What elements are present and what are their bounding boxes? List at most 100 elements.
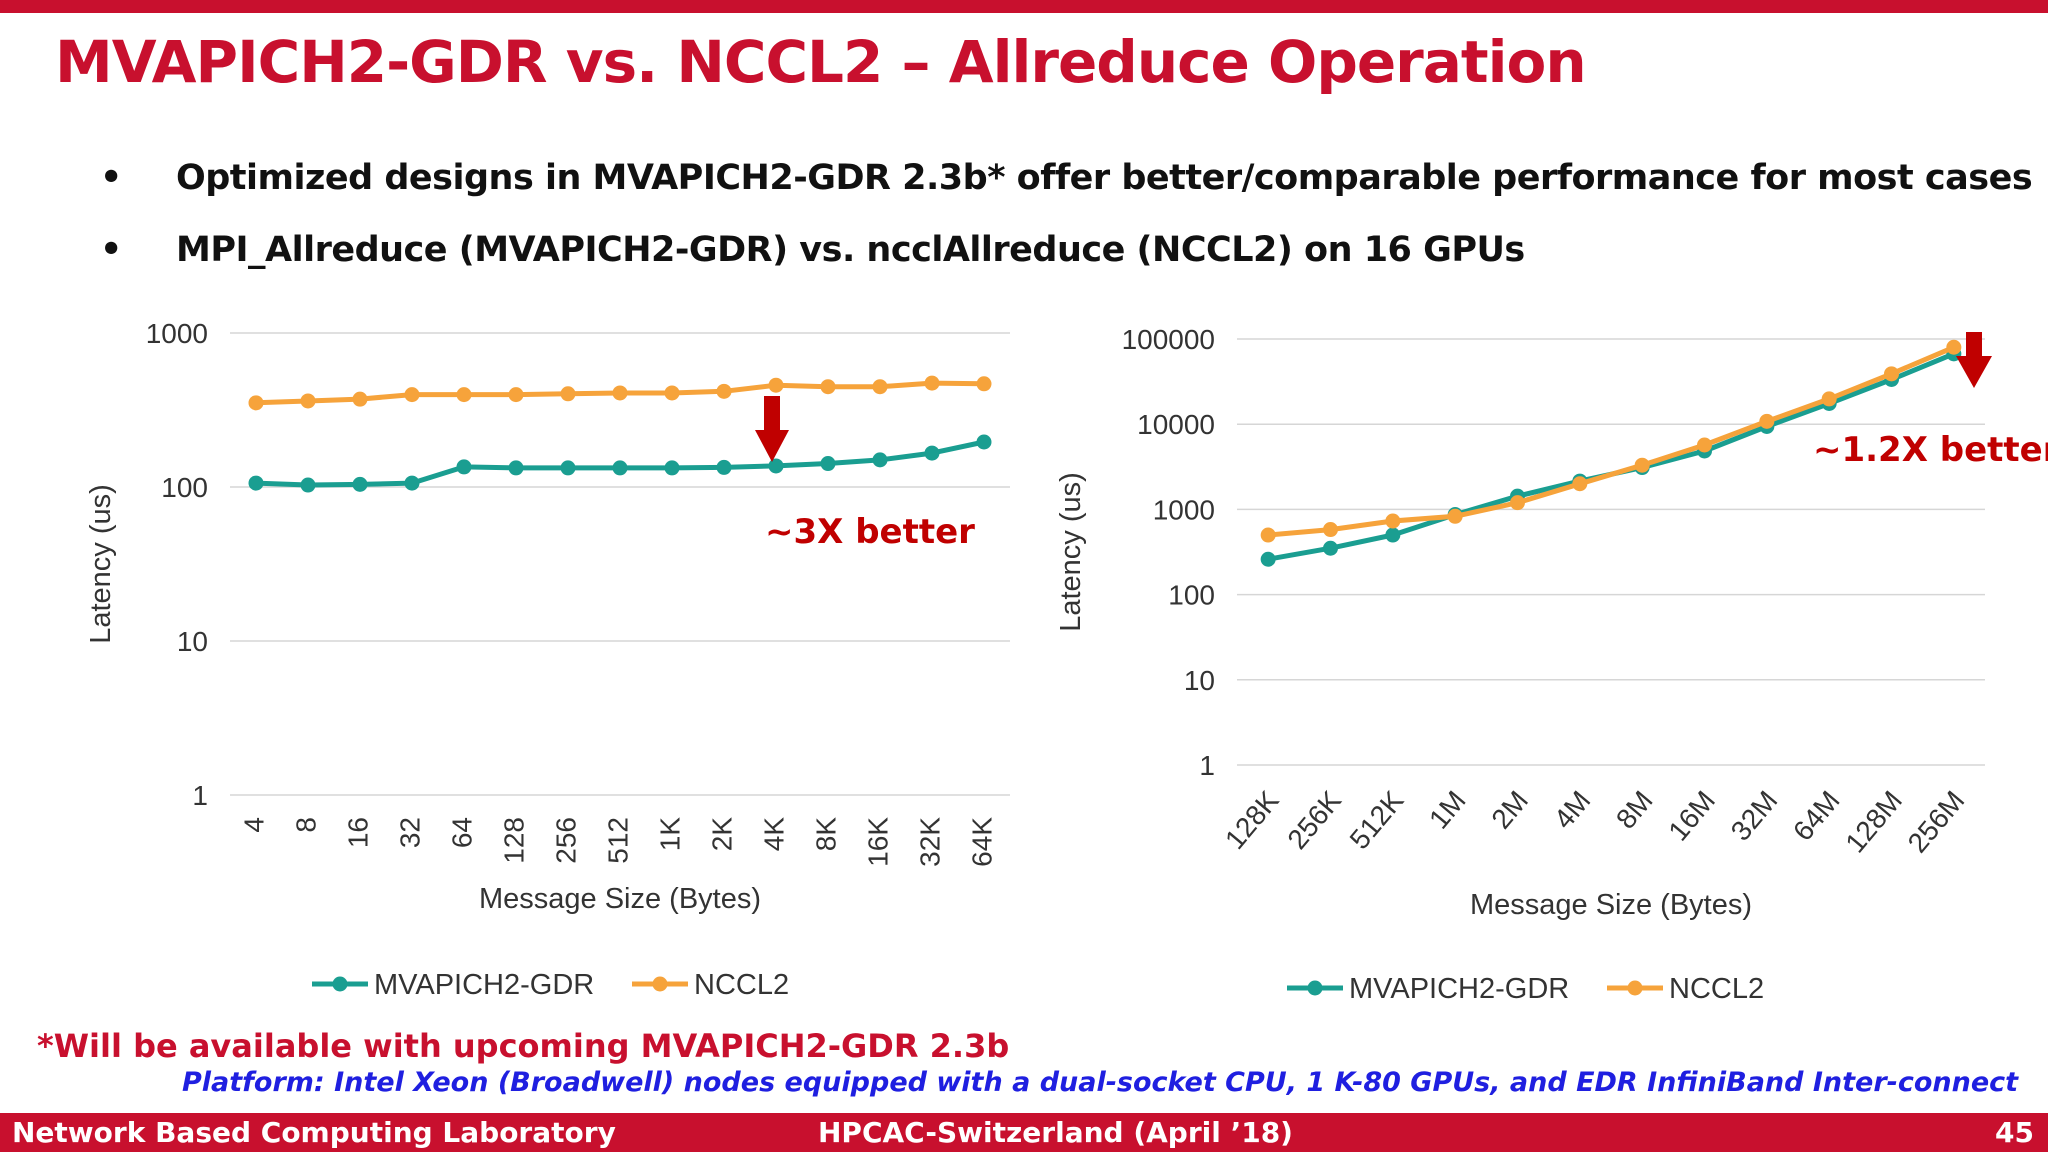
data-point — [508, 460, 524, 476]
x-tick-label: 128M — [1839, 785, 1908, 859]
data-point — [560, 460, 576, 476]
annotation-3x-better: ~3X better — [765, 512, 975, 552]
x-tick-label: 256M — [1902, 785, 1971, 859]
data-point — [716, 459, 732, 475]
data-point — [1323, 540, 1338, 556]
legend-marker — [1627, 980, 1643, 996]
data-point — [1510, 495, 1525, 511]
data-point — [560, 386, 576, 402]
data-point — [1634, 457, 1650, 473]
down-arrow-icon — [755, 396, 789, 462]
legend-label: NCCL2 — [694, 969, 789, 1001]
data-point — [1821, 391, 1837, 407]
data-point — [1385, 527, 1401, 543]
y-tick-label: 100 — [1168, 580, 1215, 611]
y-tick-label: 1000 — [146, 318, 208, 349]
bullet-text: Optimized designs in MVAPICH2-GDR 2.3b* … — [176, 158, 2033, 198]
data-point — [716, 383, 732, 399]
data-point — [404, 387, 420, 403]
x-tick-label: 4K — [758, 817, 789, 852]
x-tick-label: 2M — [1485, 785, 1534, 835]
data-point — [404, 475, 420, 491]
x-tick-label: 64 — [446, 817, 477, 848]
down-arrow-icon — [1956, 332, 1992, 388]
data-point — [872, 452, 888, 468]
legend-marker — [332, 976, 348, 992]
x-tick-label: 4 — [238, 817, 269, 833]
x-tick-label: 8K — [810, 817, 841, 852]
data-point — [1260, 551, 1276, 567]
x-tick-label: 64K — [966, 817, 997, 867]
data-point — [1884, 366, 1899, 382]
x-tick-label: 64M — [1787, 785, 1846, 847]
x-tick-label: 4M — [1548, 785, 1597, 835]
x-tick-label: 16K — [862, 817, 893, 867]
x-tick-label: 16 — [342, 817, 373, 848]
x-tick-label: 128 — [498, 817, 529, 864]
data-point — [508, 387, 524, 403]
y-tick-label: 10 — [177, 626, 208, 657]
data-point — [248, 475, 264, 491]
data-point — [872, 379, 888, 395]
series-line — [1265, 344, 1957, 538]
y-tick-label: 1000 — [1153, 494, 1215, 525]
x-tick-label: 512K — [1344, 785, 1410, 855]
y-tick-label: 1 — [192, 780, 208, 811]
data-point — [300, 477, 316, 493]
y-tick-label: 10 — [1184, 665, 1215, 696]
bullet-dot: • — [100, 230, 122, 270]
legend-marker — [652, 976, 668, 992]
data-point — [248, 395, 264, 411]
data-point — [300, 393, 316, 409]
annotation-1-2x-better: ~1.2X better — [1813, 430, 2048, 470]
data-point — [820, 456, 836, 472]
top-accent-bar — [0, 0, 2048, 13]
footer-lab-name: Network Based Computing Laboratory — [12, 1116, 616, 1149]
legend-marker — [1307, 980, 1323, 996]
x-tick-label: 8M — [1610, 785, 1659, 835]
data-point — [612, 385, 628, 401]
data-point — [456, 387, 472, 403]
bullet-item: • MPI_Allreduce (MVAPICH2-GDR) vs. ncclA… — [100, 230, 2032, 302]
data-point — [1447, 508, 1463, 524]
x-tick-label: 32K — [914, 817, 945, 867]
data-point — [924, 445, 940, 461]
footer-event: HPCAC-Switzerland (April ’18) — [818, 1116, 1293, 1149]
data-point — [976, 434, 992, 450]
x-tick-label: 512 — [602, 817, 633, 864]
x-axis-title: Message Size (Bytes) — [479, 883, 761, 915]
chart-left-svg: 1 10 100 1000 4 8 16 32 64 128 256 512 1K 2K 4K 8K 16K 32… — [85, 318, 1010, 1001]
footer-bar: Network Based Computing Laboratory HPCAC… — [0, 1113, 2048, 1152]
x-tick-label: 16M — [1662, 785, 1721, 847]
bullet-list: • Optimized designs in MVAPICH2-GDR 2.3b… — [100, 158, 2033, 302]
legend-label: NCCL2 — [1669, 973, 1764, 1005]
data-point — [612, 460, 628, 476]
data-point — [1385, 513, 1401, 529]
data-point — [664, 460, 680, 476]
x-tick-label: 1K — [654, 817, 685, 852]
y-axis-title: Latency (us) — [85, 484, 117, 644]
x-tick-label: 32M — [1725, 785, 1784, 847]
x-tick-label: 1M — [1423, 785, 1472, 835]
x-tick-label: 32 — [394, 817, 425, 848]
bullet-text: MPI_Allreduce (MVAPICH2-GDR) vs. ncclAll… — [176, 230, 1525, 270]
data-point — [1946, 339, 1962, 355]
chart-allreduce-small-messages: 1 10 100 1000 4 8 16 32 64 128 256 512 1K 2K 4K 8K 16K 32… — [70, 300, 1030, 1020]
data-point — [768, 377, 784, 393]
slide-title: MVAPICH2-GDR vs. NCCL2 – Allreduce Opera… — [55, 28, 1587, 96]
data-point — [1572, 476, 1588, 492]
data-point — [976, 376, 992, 392]
x-tick-label: 128K — [1219, 785, 1285, 855]
data-point — [1260, 527, 1276, 543]
data-point — [456, 459, 472, 475]
y-tick-label: 100 — [161, 472, 208, 503]
data-point — [352, 476, 368, 492]
x-axis-title: Message Size (Bytes) — [1470, 889, 1752, 921]
x-tick-label: 8 — [290, 817, 321, 833]
data-point — [352, 391, 368, 407]
data-point — [768, 458, 784, 474]
y-tick-label: 100000 — [1122, 324, 1215, 355]
chart-allreduce-large-messages: 1 10 100 1000 10000 100000 128K 256K 512K 1M 2M 4M 8… — [1050, 300, 2048, 1020]
bullet-item: • Optimized designs in MVAPICH2-GDR 2.3b… — [100, 158, 2033, 230]
